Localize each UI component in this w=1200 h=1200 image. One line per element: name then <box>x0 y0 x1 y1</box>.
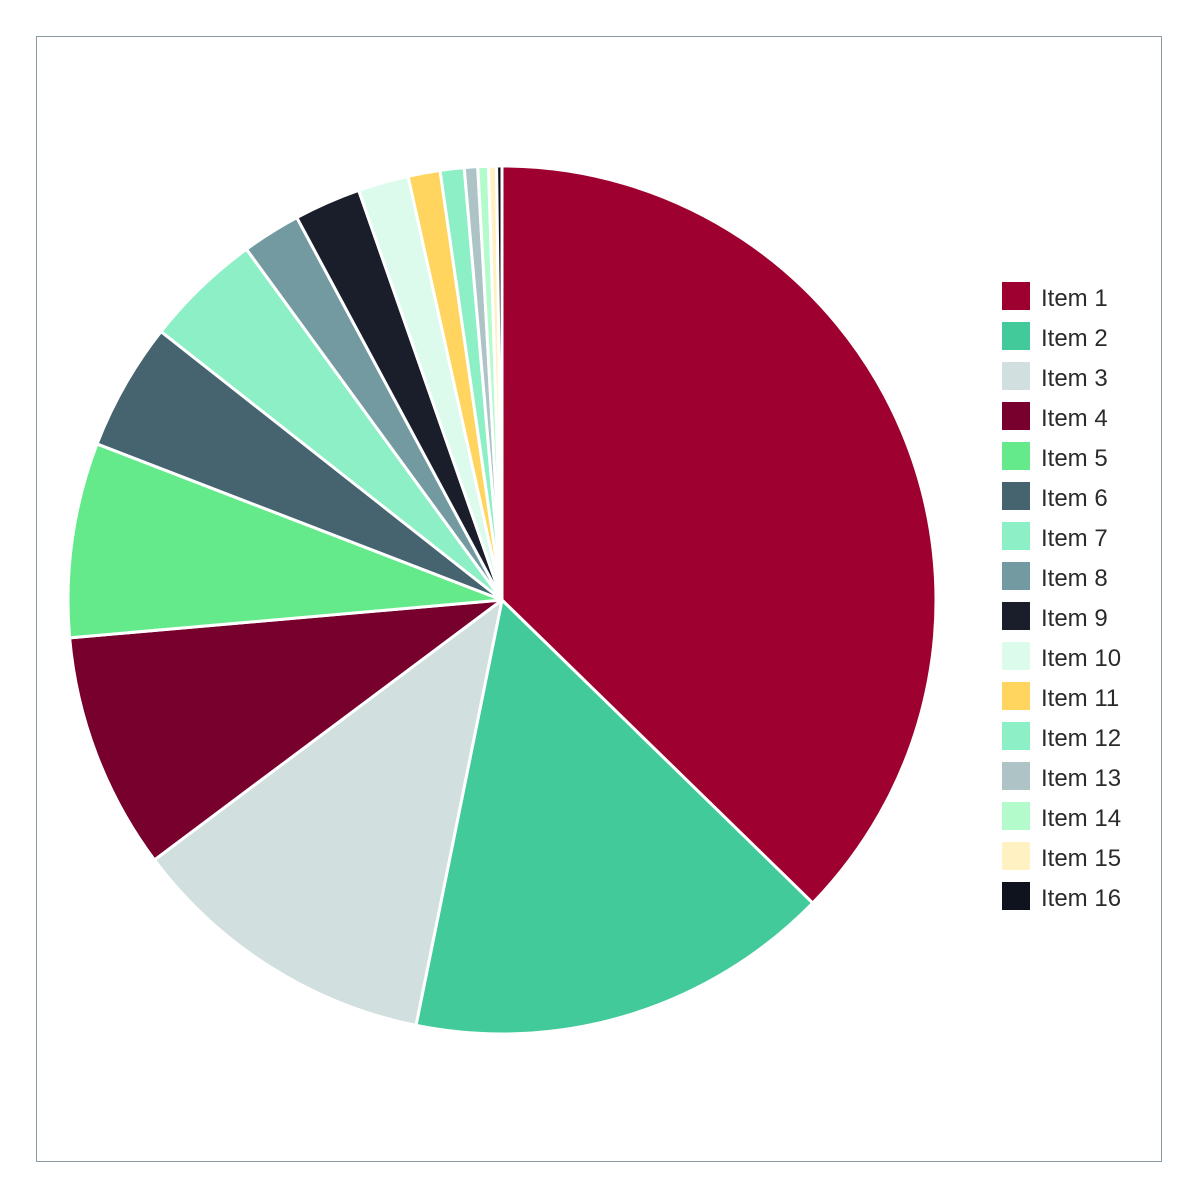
legend: Item 1 Item 2 Item 3 Item 4 Item 5 Item 6 Item… <box>1002 282 1121 912</box>
legend-swatch-item-2 <box>1002 322 1030 350</box>
legend-label-item-9: Item 9 <box>1041 605 1108 632</box>
pie-slice-item-2 <box>414 598 815 1036</box>
legend-swatch-item-10 <box>1002 642 1030 670</box>
pie-slice-item-16 <box>495 164 504 602</box>
legend-label-item-10: Item 10 <box>1041 645 1121 672</box>
legend-label-item-3: Item 3 <box>1041 365 1108 392</box>
legend-swatch-item-6 <box>1002 482 1030 510</box>
pie-slice-item-1 <box>500 164 938 905</box>
legend-swatch-item-1 <box>1002 282 1030 310</box>
pie-slice-item-5 <box>66 442 504 640</box>
legend-swatch-item-7 <box>1002 522 1030 550</box>
legend-label-item-4: Item 4 <box>1041 405 1108 432</box>
legend-label-item-15: Item 15 <box>1041 845 1121 872</box>
legend-swatch-item-4 <box>1002 402 1030 430</box>
pie-slices <box>66 164 938 1036</box>
legend-swatch-item-11 <box>1002 682 1030 710</box>
pie-slice-item-3 <box>152 598 504 1027</box>
legend-swatch-item-5 <box>1002 442 1030 470</box>
legend-label-item-1: Item 1 <box>1041 285 1108 312</box>
legend-swatch-item-14 <box>1002 802 1030 830</box>
legend-label-item-8: Item 8 <box>1041 565 1108 592</box>
legend-label-item-13: Item 13 <box>1041 765 1121 792</box>
legend-swatch-item-3 <box>1002 362 1030 390</box>
legend-label-item-5: Item 5 <box>1041 445 1108 472</box>
legend-label-item-2: Item 2 <box>1041 325 1108 352</box>
legend-swatch-item-16 <box>1002 882 1030 910</box>
legend-swatch-item-15 <box>1002 842 1030 870</box>
legend-label-item-12: Item 12 <box>1041 725 1121 752</box>
pie-slice-item-4 <box>68 598 504 862</box>
legend-label-item-11: Item 11 <box>1041 685 1119 712</box>
legend-label-item-14: Item 14 <box>1041 805 1121 832</box>
legend-swatch-item-12 <box>1002 722 1030 750</box>
legend-swatch-item-13 <box>1002 762 1030 790</box>
legend-swatch-item-8 <box>1002 562 1030 590</box>
legend-swatch-item-9 <box>1002 602 1030 630</box>
legend-label-item-7: Item 7 <box>1041 525 1108 552</box>
legend-label-item-6: Item 6 <box>1041 485 1108 512</box>
legend-label-item-16: Item 16 <box>1041 885 1121 912</box>
